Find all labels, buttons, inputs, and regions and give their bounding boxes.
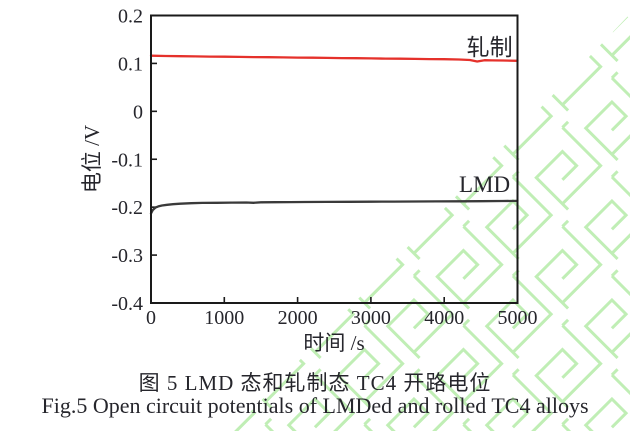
data-series	[149, 54, 519, 215]
caption-chinese: 图 5 LMD 态和轧制态 TC4 开路电位	[138, 371, 492, 395]
y-tick-label: 0.1	[118, 53, 143, 75]
series-label-lmd: LMD	[459, 172, 510, 197]
y-tick-label: -0.1	[111, 149, 143, 171]
x-tick-label: 4000	[424, 307, 464, 329]
y-tick-label: -0.4	[111, 293, 143, 315]
series-line-lmd	[149, 199, 519, 215]
series-line-rolled	[149, 54, 519, 63]
x-tick-label: 1000	[204, 307, 244, 329]
y-tick-label: -0.2	[111, 197, 143, 219]
y-tick-label: 0.2	[118, 6, 143, 28]
series-label-rolled: 轧制	[467, 35, 513, 60]
x-tick-label: 0	[146, 307, 156, 329]
x-tick-label: 2000	[278, 307, 318, 329]
y-axis-title: 电位 /V	[80, 125, 104, 193]
x-axis-title: 时间 /s	[303, 331, 364, 355]
x-tick-label: 5000	[498, 307, 538, 329]
x-tick-label: 3000	[351, 307, 391, 329]
plot-border	[150, 14, 519, 304]
caption-english: Fig.5 Open circuit potentials of LMDed a…	[41, 393, 589, 418]
watermark-region	[232, 14, 630, 431]
y-tick-label: -0.3	[111, 245, 143, 267]
series-labels: 轧制 LMD	[459, 35, 513, 197]
y-tick-label: 0	[133, 101, 143, 123]
